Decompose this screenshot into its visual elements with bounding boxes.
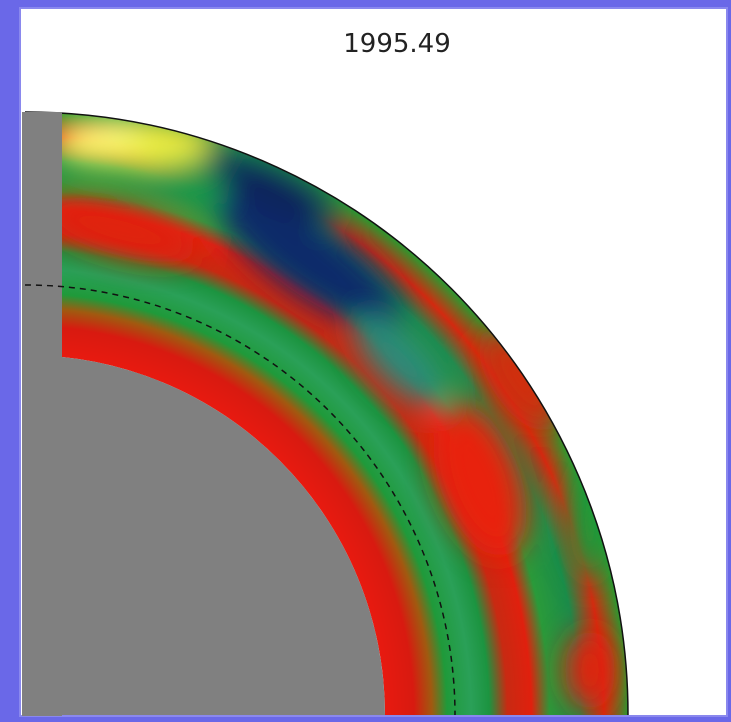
- core: [22, 355, 385, 715]
- title: 1995.49: [343, 29, 451, 59]
- outer-boundary: [24, 111, 629, 716]
- tachocline: [24, 284, 456, 716]
